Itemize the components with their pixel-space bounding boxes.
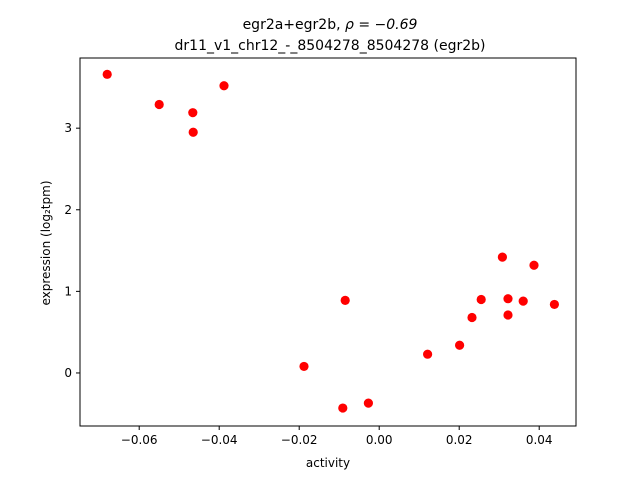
x-tick-label: 0.04: [526, 433, 553, 447]
x-tick-label: −0.06: [121, 433, 158, 447]
x-axis-label: activity: [306, 456, 350, 470]
data-point: [455, 340, 465, 350]
data-point: [188, 127, 198, 137]
x-tick-label: 0.02: [446, 433, 473, 447]
points-layer: [102, 69, 560, 413]
y-tick-label: 3: [64, 121, 72, 135]
data-point: [503, 294, 513, 304]
data-point: [154, 99, 164, 110]
data-point: [219, 81, 229, 91]
data-point: [497, 252, 507, 262]
y-axis-label: expression (log₂tpm): [39, 180, 53, 305]
x-axis-ticks: −0.06 −0.04 −0.02 0.00 0.02 0.04: [121, 426, 553, 447]
data-point: [467, 312, 477, 323]
x-tick-label: −0.04: [201, 433, 238, 447]
y-axis-ticks: 0 1 2 3: [64, 121, 80, 380]
chart-title-line1: egr2a+egr2b, ρ = −0.69: [243, 17, 418, 33]
data-point: [423, 349, 433, 359]
data-point: [340, 295, 350, 305]
x-tick-label: −0.02: [281, 433, 318, 447]
data-point: [338, 403, 348, 413]
x-tick-label: 0.00: [366, 433, 393, 447]
plot-frame: [79, 57, 577, 427]
data-point: [363, 398, 373, 408]
data-point: [476, 294, 486, 305]
data-point: [518, 296, 528, 306]
data-point: [529, 260, 539, 270]
chart-title-line2: dr11_v1_chr12_-_8504278_8504278 (egr2b): [175, 38, 486, 54]
data-point: [102, 69, 112, 79]
y-tick-label: 1: [64, 284, 72, 298]
plot-area: [79, 57, 577, 427]
y-tick-label: 0: [64, 366, 72, 380]
data-point: [188, 108, 198, 118]
y-tick-label: 2: [64, 203, 72, 217]
data-point: [503, 310, 513, 320]
data-point: [299, 361, 309, 372]
data-point: [549, 299, 560, 310]
